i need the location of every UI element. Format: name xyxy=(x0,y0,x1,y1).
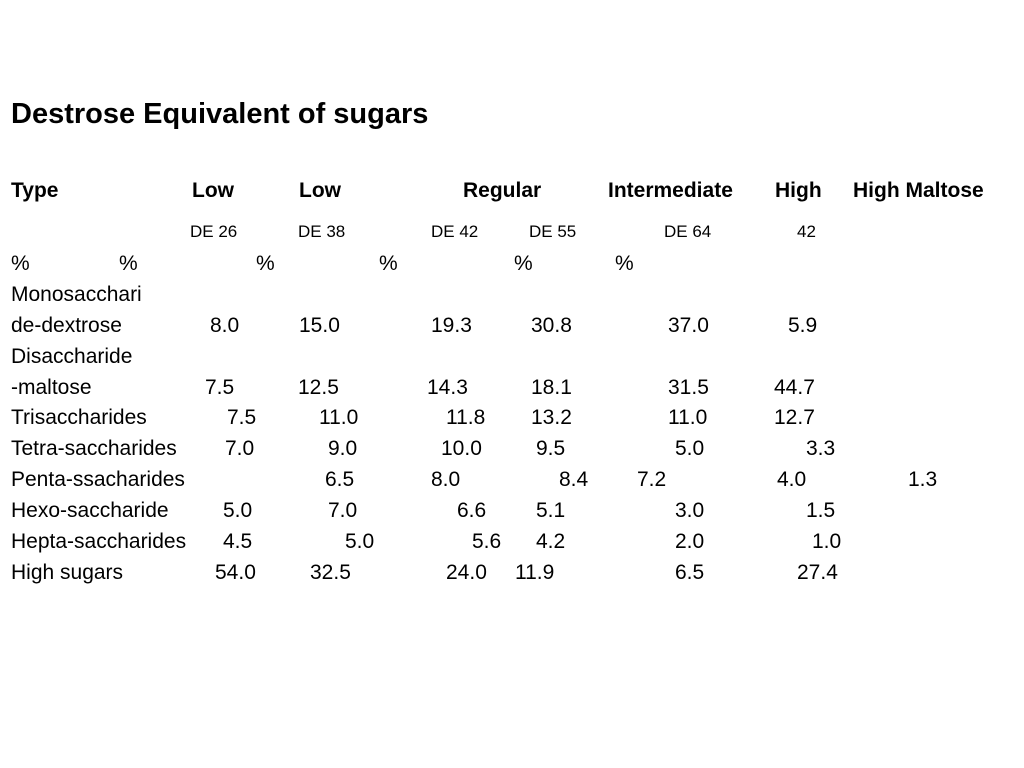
percent-cell: % xyxy=(615,252,634,275)
table-cell: 24.0 xyxy=(446,561,487,584)
de-cell: DE 42 xyxy=(431,222,479,241)
table-cell: 1.0 xyxy=(812,530,842,553)
table-cell: 9.0 xyxy=(328,437,358,460)
table-cell: 7.2 xyxy=(637,468,667,491)
de-cell: DE 55 xyxy=(529,222,577,241)
percent-cell: % xyxy=(119,252,138,275)
table-cell: 1.3 xyxy=(908,468,938,491)
table-cell: 30.8 xyxy=(531,314,572,337)
row-label: de-dextrose xyxy=(11,314,122,337)
table-cell: 5.9 xyxy=(788,314,818,337)
table-cell: 11.0 xyxy=(319,406,359,429)
header-cell: High xyxy=(775,179,822,202)
table-cell: 4.2 xyxy=(536,530,566,553)
table-cell: 12.7 xyxy=(774,406,815,429)
table-cell: 5.6 xyxy=(472,530,502,553)
table-cell: 6.5 xyxy=(325,468,355,491)
row-label: Monosacchari xyxy=(11,283,142,306)
table-cell: 8.4 xyxy=(559,468,589,491)
table-cell: 32.5 xyxy=(310,561,351,584)
row-label: Hepta-saccharides xyxy=(11,530,187,553)
header-cell: Intermediate xyxy=(608,179,733,202)
percent-cell: % xyxy=(514,252,533,275)
table-cell: 6.5 xyxy=(675,561,705,584)
de-cell: DE 38 xyxy=(298,222,346,241)
header-cell: Low xyxy=(192,179,234,202)
row-label: Tetra-saccharides xyxy=(11,437,177,460)
table-cell: 54.0 xyxy=(215,561,256,584)
table-cell: 14.3 xyxy=(427,376,468,399)
table-cell: 4.0 xyxy=(777,468,807,491)
de-cell: DE 26 xyxy=(190,222,238,241)
table-cell: 11.8 xyxy=(446,406,486,429)
table-cell: 11.9 xyxy=(515,561,555,584)
table-cell: 27.4 xyxy=(797,561,838,584)
table-cell: 3.3 xyxy=(806,437,836,460)
table-cell: 3.0 xyxy=(675,499,705,522)
row-label: Hexo-saccharide xyxy=(11,499,169,522)
table-cell: 5.0 xyxy=(675,437,705,460)
de-cell: DE 64 xyxy=(664,222,712,241)
percent-cell: % xyxy=(11,252,30,275)
table-cell: 15.0 xyxy=(299,314,340,337)
table-cell: 8.0 xyxy=(431,468,461,491)
header-cell: Type xyxy=(11,179,59,202)
table-cell: 18.1 xyxy=(531,376,572,399)
table-cell: 7.5 xyxy=(227,406,257,429)
row-label: High sugars xyxy=(11,561,124,584)
row-label: -maltose xyxy=(11,376,92,399)
table-cell: 1.5 xyxy=(806,499,836,522)
de-cell: 42 xyxy=(797,222,816,241)
table-cell: 11.0 xyxy=(668,406,708,429)
table-cell: 7.0 xyxy=(225,437,255,460)
percent-cell: % xyxy=(256,252,275,275)
slide-title: Destrose Equivalent of sugars xyxy=(11,98,429,130)
table-cell: 6.6 xyxy=(457,499,487,522)
table-cell: 7.0 xyxy=(328,499,358,522)
header-cell: Regular xyxy=(463,179,542,202)
table-cell: 7.5 xyxy=(205,376,235,399)
row-label: Penta-ssacharides xyxy=(11,468,185,491)
table-cell: 5.1 xyxy=(536,499,566,522)
table-cell: 8.0 xyxy=(210,314,240,337)
row-label: Trisaccharides xyxy=(11,406,147,429)
table-cell: 31.5 xyxy=(668,376,709,399)
percent-cell: % xyxy=(379,252,398,275)
row-label: Disaccharide xyxy=(11,345,133,368)
header-cell: Low xyxy=(299,179,341,202)
table-cell: 5.0 xyxy=(345,530,375,553)
table-cell: 19.3 xyxy=(431,314,472,337)
table-cell: 10.0 xyxy=(441,437,482,460)
table-cell: 9.5 xyxy=(536,437,566,460)
table-cell: 13.2 xyxy=(531,406,572,429)
table-cell: 4.5 xyxy=(223,530,253,553)
table-cell: 2.0 xyxy=(675,530,705,553)
table-cell: 44.7 xyxy=(774,376,815,399)
table-cell: 12.5 xyxy=(298,376,339,399)
table-cell: 5.0 xyxy=(223,499,253,522)
table-cell: 37.0 xyxy=(668,314,709,337)
header-cell: High Maltose xyxy=(853,179,984,202)
